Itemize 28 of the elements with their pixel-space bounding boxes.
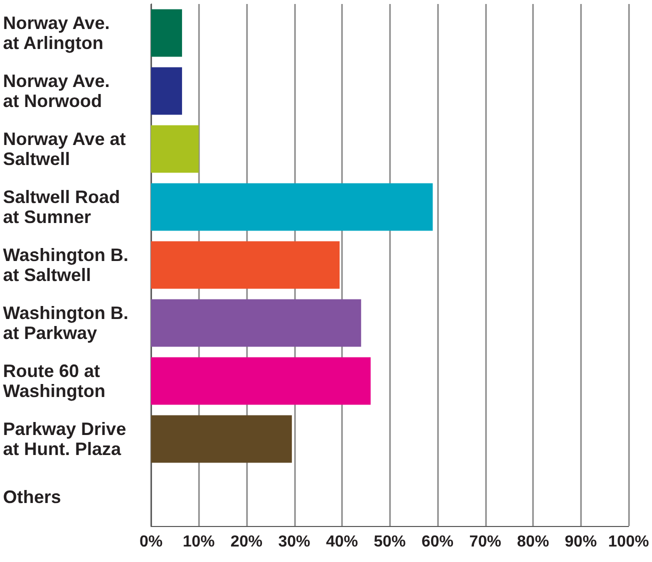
x-tick-label: 60% [422, 534, 454, 550]
x-tick-label: 20% [230, 534, 263, 550]
y-tick-label: Norway Ave at Saltwell [3, 129, 126, 169]
bar [151, 241, 340, 289]
y-tick-label: Parkway Drive at Hunt. Plaza [3, 419, 126, 459]
y-tick-label: Others [3, 487, 62, 507]
y-tick-label: Route 60 at Washington [3, 361, 106, 401]
bar [151, 9, 182, 57]
x-tick-label: 80% [517, 534, 550, 550]
x-tick-label: 30% [278, 534, 310, 550]
x-tick-label: 50% [374, 534, 406, 550]
bar [151, 125, 199, 173]
y-tick-label: Washington B. at Saltwell [3, 245, 128, 285]
bar [151, 299, 362, 347]
x-tick-label: 100% [608, 534, 649, 550]
x-tick-label: 90% [564, 534, 597, 550]
bar [151, 357, 371, 405]
y-tick-label: Washington B. at Parkway [3, 303, 128, 343]
bar [151, 67, 182, 115]
y-tick-label: Norway Ave. at Arlington [3, 13, 110, 53]
bar [151, 183, 433, 231]
bar [151, 415, 292, 463]
y-tick-label: Saltwell Road at Sumner [3, 187, 120, 227]
x-tick-label: 40% [326, 534, 358, 550]
x-tick-label: 70% [469, 534, 502, 550]
x-tick-label: 0% [139, 534, 163, 550]
y-tick-label: Norway Ave. at Norwood [3, 71, 110, 111]
x-tick-label: 10% [182, 534, 215, 550]
